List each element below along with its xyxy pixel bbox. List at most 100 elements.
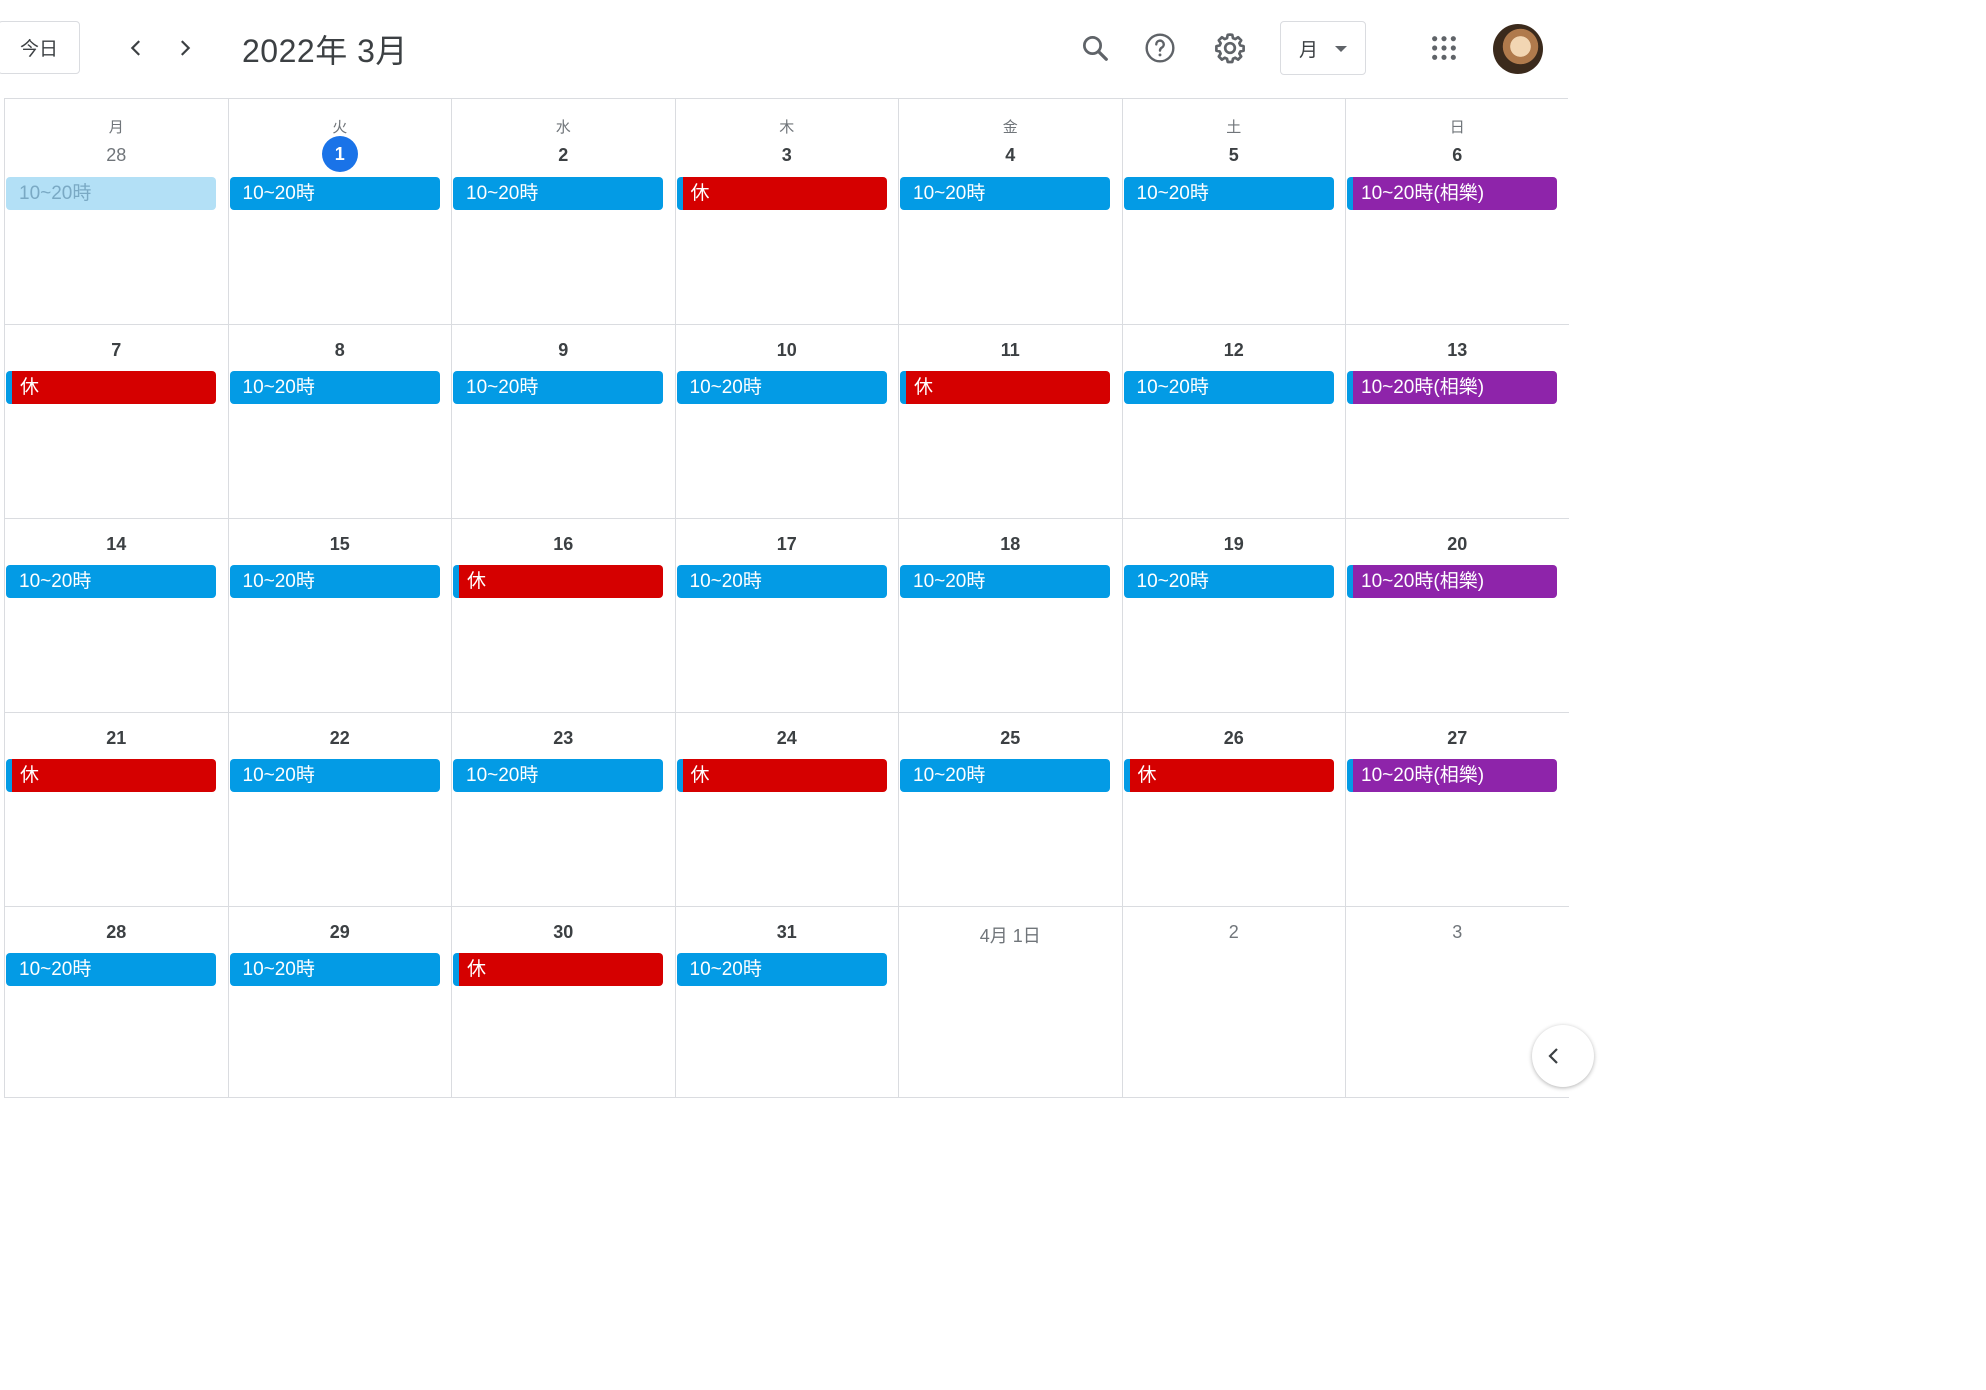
day-cell[interactable]: 30 休	[451, 907, 675, 1098]
date-number[interactable]: 3	[1346, 922, 1569, 943]
date-number[interactable]: 10	[676, 340, 899, 361]
view-select[interactable]: 月	[1280, 21, 1366, 75]
day-cell[interactable]: 2	[1121, 907, 1346, 1098]
day-cell[interactable]: 土 5 10~20時	[1121, 99, 1346, 325]
date-number[interactable]: 31	[676, 922, 899, 943]
event-chip[interactable]: 休	[676, 759, 887, 792]
day-cell[interactable]: 11 休	[898, 325, 1122, 519]
date-number[interactable]: 3	[676, 145, 899, 166]
event-chip[interactable]: 10~20時	[900, 177, 1110, 210]
next-month-button[interactable]	[163, 26, 207, 70]
event-chip[interactable]: 10~20時	[1123, 177, 1334, 210]
event-chip[interactable]: 10~20時	[1123, 371, 1334, 404]
day-cell[interactable]: 金 4 10~20時	[898, 99, 1122, 325]
today-button[interactable]: 今日	[0, 21, 80, 74]
date-number[interactable]: 5	[1123, 145, 1346, 166]
event-chip[interactable]: 10~20時	[676, 565, 887, 598]
settings-button[interactable]	[1206, 24, 1254, 72]
date-number[interactable]: 22	[229, 728, 452, 749]
event-chip[interactable]: 10~20時	[453, 177, 663, 210]
event-chip[interactable]: 10~20時	[900, 759, 1110, 792]
event-chip[interactable]: 10~20時	[676, 953, 887, 986]
date-number[interactable]: 16	[452, 534, 675, 555]
day-cell[interactable]: 25 10~20時	[898, 713, 1122, 907]
date-number[interactable]: 30	[452, 922, 675, 943]
date-number[interactable]: 8	[229, 340, 452, 361]
today-date-number[interactable]: 1	[229, 136, 452, 172]
day-cell[interactable]: 17 10~20時	[674, 519, 899, 713]
prev-month-button[interactable]	[114, 26, 158, 70]
apps-button[interactable]	[1420, 24, 1468, 72]
date-number[interactable]: 2	[1123, 922, 1346, 943]
date-number[interactable]: 4月 1日	[899, 922, 1122, 948]
date-number[interactable]: 27	[1346, 728, 1569, 749]
date-number[interactable]: 2	[452, 145, 675, 166]
date-number[interactable]: 24	[676, 728, 899, 749]
date-number[interactable]: 28	[5, 922, 228, 943]
day-cell[interactable]: 火 1 10~20時	[227, 99, 452, 325]
day-cell[interactable]: 10 10~20時	[674, 325, 899, 519]
day-cell[interactable]: 16 休	[451, 519, 675, 713]
date-number[interactable]: 12	[1123, 340, 1346, 361]
day-cell[interactable]: 木 3 休	[674, 99, 899, 325]
day-cell[interactable]: 8 10~20時	[227, 325, 452, 519]
day-cell[interactable]: 月 28 10~20時	[4, 99, 228, 325]
date-number[interactable]: 11	[899, 340, 1122, 361]
event-chip[interactable]: 10~20時(相樂)	[1347, 371, 1557, 404]
day-cell[interactable]: 24 休	[674, 713, 899, 907]
date-number[interactable]: 9	[452, 340, 675, 361]
event-chip[interactable]: 休	[900, 371, 1110, 404]
day-cell[interactable]: 20 10~20時(相樂)	[1345, 519, 1569, 713]
day-cell[interactable]: 18 10~20時	[898, 519, 1122, 713]
event-chip[interactable]: 10~20時	[229, 371, 440, 404]
event-chip[interactable]: 10~20時	[6, 565, 216, 598]
day-cell[interactable]: 23 10~20時	[451, 713, 675, 907]
date-number[interactable]: 21	[5, 728, 228, 749]
date-number[interactable]: 18	[899, 534, 1122, 555]
date-number[interactable]: 26	[1123, 728, 1346, 749]
event-chip[interactable]: 10~20時	[6, 177, 216, 210]
search-button[interactable]	[1071, 24, 1119, 72]
date-number[interactable]: 29	[229, 922, 452, 943]
date-number[interactable]: 13	[1346, 340, 1569, 361]
day-cell[interactable]: 水 2 10~20時	[451, 99, 675, 325]
event-chip[interactable]: 休	[676, 177, 887, 210]
event-chip[interactable]: 10~20時(相樂)	[1347, 177, 1557, 210]
day-cell[interactable]: 19 10~20時	[1121, 519, 1345, 713]
date-number[interactable]: 7	[5, 340, 228, 361]
day-cell[interactable]: 21 休	[4, 713, 228, 907]
day-cell[interactable]: 13 10~20時(相樂)	[1345, 325, 1569, 519]
day-cell[interactable]: 日 6 10~20時(相樂)	[1345, 99, 1569, 325]
date-number[interactable]: 4	[899, 145, 1122, 166]
day-cell[interactable]: 12 10~20時	[1121, 325, 1346, 519]
event-chip[interactable]: 10~20時	[229, 177, 440, 210]
day-cell[interactable]: 14 10~20時	[4, 519, 228, 713]
date-number[interactable]: 25	[899, 728, 1122, 749]
date-number[interactable]: 20	[1346, 534, 1569, 555]
event-chip[interactable]: 10~20時	[453, 759, 663, 792]
date-number[interactable]: 6	[1346, 145, 1569, 166]
event-chip[interactable]: 10~20時(相樂)	[1347, 759, 1557, 792]
day-cell[interactable]: 27 10~20時(相樂)	[1345, 713, 1569, 907]
date-number[interactable]: 23	[452, 728, 675, 749]
event-chip[interactable]: 10~20時(相樂)	[1347, 565, 1557, 598]
day-cell[interactable]: 4月 1日	[898, 907, 1122, 1098]
event-chip[interactable]: 10~20時	[229, 565, 440, 598]
event-chip[interactable]: 休	[6, 759, 216, 792]
date-number[interactable]: 15	[229, 534, 452, 555]
event-chip[interactable]: 休	[453, 565, 663, 598]
day-cell[interactable]: 15 10~20時	[227, 519, 452, 713]
event-chip[interactable]: 10~20時	[229, 759, 440, 792]
event-chip[interactable]: 休	[1123, 759, 1334, 792]
avatar[interactable]	[1493, 24, 1543, 74]
help-button[interactable]	[1136, 24, 1184, 72]
day-cell[interactable]: 3	[1345, 907, 1569, 1098]
event-chip[interactable]: 10~20時	[1123, 565, 1334, 598]
date-number[interactable]: 17	[676, 534, 899, 555]
event-chip[interactable]: 10~20時	[676, 371, 887, 404]
event-chip[interactable]: 10~20時	[453, 371, 663, 404]
event-chip[interactable]: 10~20時	[229, 953, 440, 986]
event-chip[interactable]: 10~20時	[900, 565, 1110, 598]
date-number[interactable]: 28	[5, 145, 228, 166]
